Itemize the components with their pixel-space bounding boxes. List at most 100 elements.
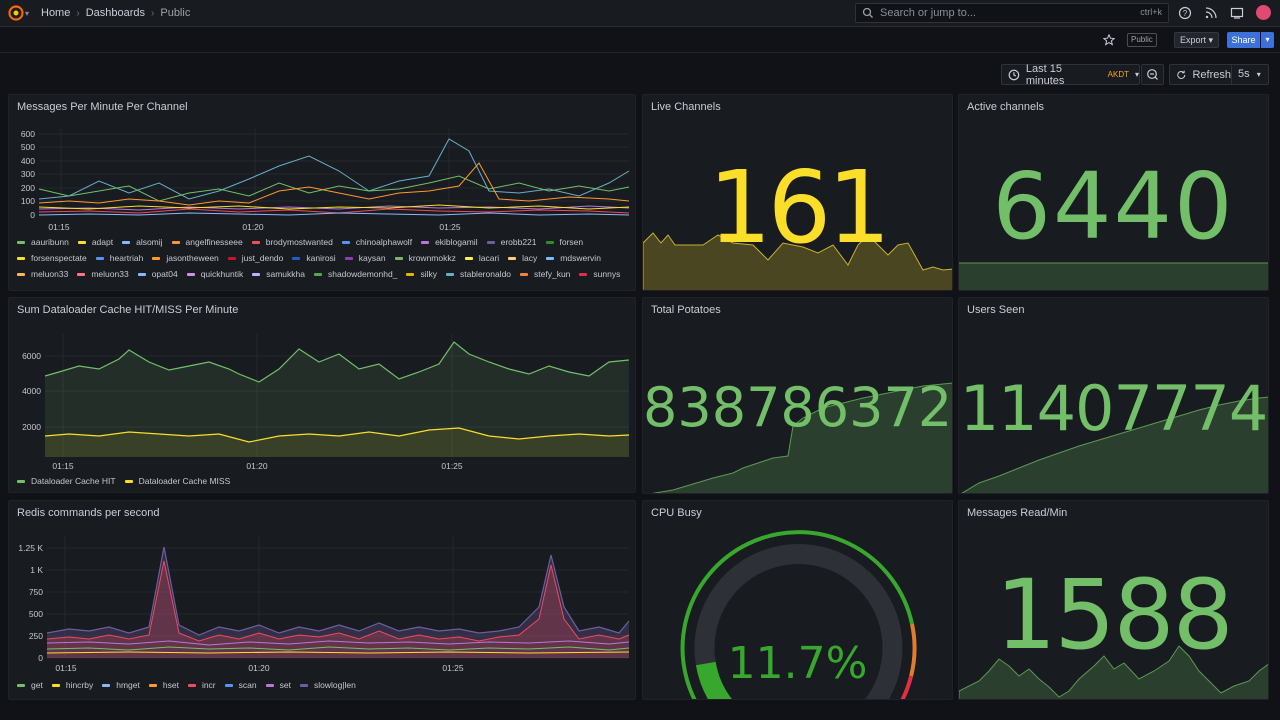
legend-item[interactable]: lacari (464, 253, 499, 263)
legend-item[interactable]: stefy_kun (520, 269, 570, 279)
legend-item[interactable]: lacy (508, 253, 537, 263)
legend-item[interactable]: kanirosi (292, 253, 336, 263)
legend-item[interactable]: opat04 (137, 269, 178, 279)
legend-item[interactable]: krownmokkz (394, 253, 456, 263)
legend-label: sunnys (593, 269, 621, 279)
legend-label: get (31, 680, 43, 690)
legend-label: meluon33 (91, 269, 129, 279)
timeseries-chart[interactable]: 6000 4000 2000 01:15 01:20 01:25 (9, 324, 636, 474)
legend-swatch (344, 256, 353, 260)
legend-label: stableronaldo (459, 269, 512, 279)
legend-item[interactable]: chinoalphawolf (341, 237, 412, 247)
legend-label: krownmokkz (408, 253, 456, 263)
y-tick: 500 (21, 142, 35, 152)
legend-item[interactable]: hincrby (51, 680, 94, 690)
legend-item[interactable]: set (265, 680, 291, 690)
sparkline (643, 232, 952, 290)
breadcrumb-dashboards[interactable]: Dashboards (85, 7, 146, 19)
y-tick: 250 (29, 631, 43, 641)
panel-redis-commands: Redis commands per second 1.25 K 1 K 750… (8, 500, 636, 700)
legend-label: quickhuntik (200, 269, 244, 279)
legend-label: hmget (116, 680, 140, 690)
legend-item[interactable]: Dataloader Cache MISS (124, 476, 230, 486)
legend-item[interactable]: adapt (77, 237, 114, 247)
refresh-interval-picker[interactable]: 5s ▾ (1232, 64, 1269, 85)
legend-item[interactable]: aauribunn (17, 237, 69, 247)
refresh-button[interactable]: Refresh (1169, 64, 1232, 85)
help-icon[interactable]: ? (1178, 6, 1192, 20)
legend-item[interactable]: erobb221 (486, 237, 537, 247)
legend-swatch (252, 272, 261, 276)
legend-label: adapt (91, 237, 114, 247)
panel-title: Messages Per Minute Per Channel (17, 101, 188, 113)
legend-item[interactable]: kaysan (344, 253, 386, 263)
export-label: Export (1180, 35, 1207, 45)
y-axis: 600 500 400 300 200 100 0 (21, 129, 35, 220)
legend-item[interactable]: forsen (545, 237, 583, 247)
legend-item[interactable]: heartriah (95, 253, 143, 263)
rss-news-icon[interactable] (1204, 6, 1218, 20)
legend-item[interactable]: hset (148, 680, 179, 690)
legend-item[interactable]: just_dendo (227, 253, 283, 263)
chart-legend: aauribunn adapt alsomij angelfinesseee brody… (17, 237, 627, 279)
legend-item[interactable]: angelfinesseee (171, 237, 243, 247)
legend-item[interactable]: silky (406, 269, 437, 279)
legend-item[interactable]: scan (224, 680, 257, 690)
legend-item[interactable]: forsenspectate (17, 253, 87, 263)
legend-swatch (102, 683, 111, 687)
legend-item[interactable]: meluon33 (17, 269, 68, 279)
legend-label: samukkha (266, 269, 305, 279)
legend-label: mdswervin (560, 253, 601, 263)
legend-item[interactable]: Dataloader Cache HIT (17, 476, 116, 486)
time-range-picker[interactable]: Last 15 minutes AKDT ▾ (1001, 63, 1140, 87)
grafana-logo-icon[interactable] (8, 5, 24, 21)
legend-item[interactable]: stableronaldo (445, 269, 512, 279)
dashboard-toolbar (0, 27, 1280, 53)
dock-menu-icon[interactable] (1230, 6, 1244, 20)
grid-lines (45, 334, 629, 457)
legend-item[interactable]: sunnys (579, 269, 620, 279)
gauge-threshold-red (900, 675, 914, 699)
legend-label: hincrby (65, 680, 94, 690)
sparkline (651, 382, 952, 493)
zoom-out-button[interactable] (1141, 64, 1164, 85)
legend-item[interactable]: mdswervin (546, 253, 601, 263)
series-line (38, 162, 630, 206)
search-input[interactable]: Search or jump to... ctrl+k (855, 3, 1169, 23)
refresh-interval-value: 5s (1238, 68, 1250, 80)
legend-item[interactable]: shadowdemonhd_ (313, 269, 397, 279)
legend-swatch (77, 272, 86, 276)
export-button[interactable]: Export ▾ (1174, 32, 1220, 48)
legend-item[interactable]: alsomij (122, 237, 163, 247)
legend-item[interactable]: ekiblogamil (421, 237, 478, 247)
legend-item[interactable]: hmget (102, 680, 140, 690)
legend-item[interactable]: samukkha (252, 269, 305, 279)
legend-item[interactable]: meluon33 (77, 269, 129, 279)
search-icon (862, 7, 873, 18)
x-tick: 01:25 (441, 461, 463, 471)
legend-label: incr (201, 680, 216, 690)
legend-swatch (406, 272, 415, 276)
gauge-value-arc (695, 661, 732, 699)
legend-item[interactable]: slowlog|len (299, 680, 356, 690)
star-icon[interactable] (1103, 34, 1115, 46)
legend-item[interactable]: brodymostwanted (251, 237, 333, 247)
share-button[interactable]: Share (1227, 32, 1260, 48)
y-tick: 4000 (22, 386, 41, 396)
user-avatar[interactable] (1256, 5, 1271, 20)
x-tick: 01:20 (246, 461, 268, 471)
panel-dataloader-cache: Sum Dataloader Cache HIT/MISS Per Minute… (8, 297, 636, 493)
timeseries-chart[interactable]: 600 500 400 300 200 100 0 01:15 01:20 01… (9, 121, 636, 261)
legend-swatch (77, 240, 86, 244)
share-dropdown-button[interactable]: ▾ (1261, 32, 1274, 48)
breadcrumb-home[interactable]: Home (41, 7, 71, 19)
legend-item[interactable]: get (17, 680, 43, 690)
legend-item[interactable]: quickhuntik (186, 269, 244, 279)
legend-item[interactable]: jasontheween (152, 253, 219, 263)
legend-item[interactable]: incr (187, 680, 216, 690)
legend-label: ekiblogamil (435, 237, 478, 247)
legend-label: slowlog|len (313, 680, 356, 690)
chevron-down-icon[interactable]: ▾ (25, 9, 30, 18)
top-nav-bar: ▾ Home › Dashboards › Public Search or j… (0, 0, 1280, 27)
timeseries-chart[interactable]: 1.25 K 1 K 750 500 250 0 01:15 01:20 01:… (9, 527, 636, 677)
